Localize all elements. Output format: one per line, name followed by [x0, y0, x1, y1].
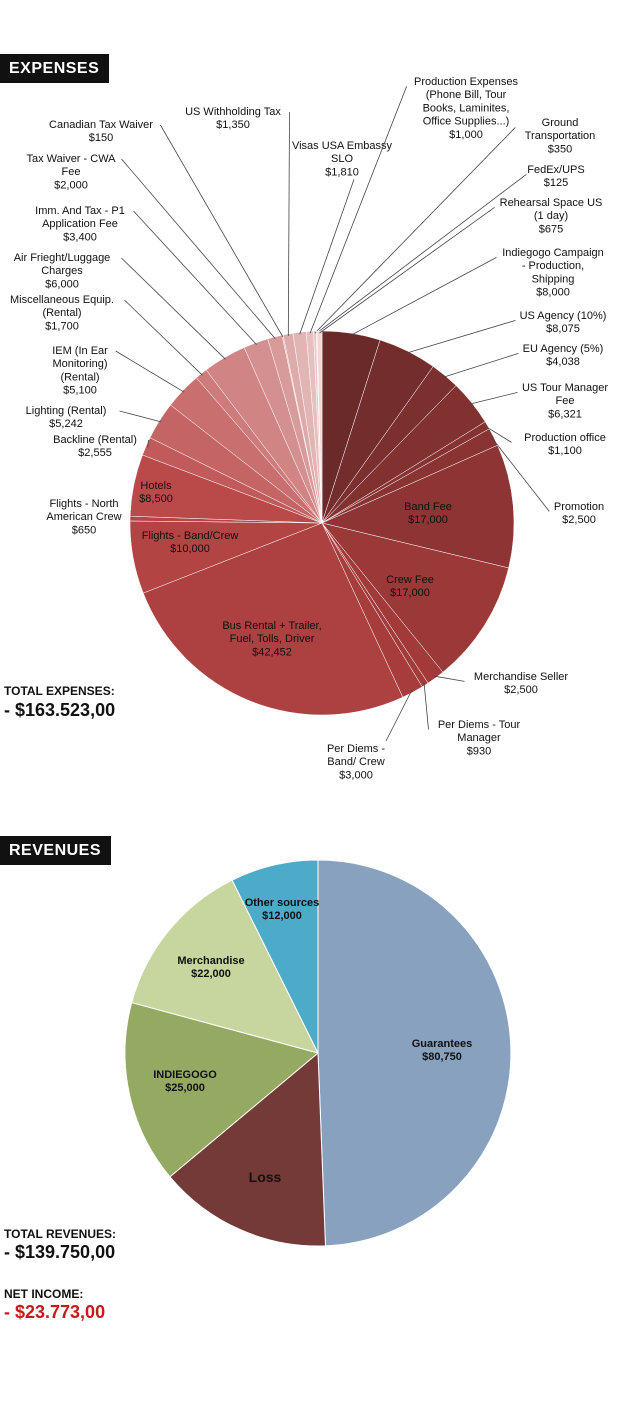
slice-label-guarantees: Guarantees $80,750 [412, 1038, 473, 1063]
slice-label-fedex-ups: FedEx/UPS $125 [527, 164, 584, 189]
slice-label-indiegogo-campaign-production-shipping: Indiegogo Campaign - Production, Shipping $… [502, 247, 604, 299]
leader-line-rehearsal-space-us-1-day [319, 207, 495, 334]
leader-line-production-expenses-phone-bill-tour-books-laminites-office-supplies [309, 86, 407, 334]
slice-label-miscellaneous-equip-rental: Miscellaneous Equip. (Rental) $1,700 [10, 294, 114, 332]
slice-label-imm-and-tax-p1-application-fee: Imm. And Tax - P1 Application Fee $3,400 [35, 205, 125, 243]
slice-indiegogo [124, 1001, 320, 1178]
slice-label-production-office: Production office $1,100 [524, 432, 606, 457]
slice-label-backline-rental: Backline (Rental) $2,555 [53, 434, 137, 459]
expenses-heading: EXPENSES [0, 54, 110, 83]
leader-line-us-agency-10 [406, 320, 516, 354]
slice-label-hotels: Hotels $8,500 [139, 480, 173, 505]
leader-line-indiegogo-campaign-production-shipping [350, 257, 497, 336]
slice-label-eu-agency-5: EU Agency (5%) $4,038 [523, 343, 604, 368]
slice-guarantees [317, 859, 512, 1247]
slice-label-flights-north-american-crew: Flights - North American Crew $650 [46, 498, 121, 536]
slice-band-fee [321, 444, 515, 569]
leader-line-production-office [485, 425, 512, 443]
slice-label-band-fee: Band Fee $17,000 [404, 501, 452, 526]
slice-label-canadian-tax-waiver: Canadian Tax Waiver $150 [49, 119, 153, 144]
slice-label-production-expenses-phone-bill-tour-books-laminites-office-supplies: Production Expenses (Phone Bill, Tour Book… [414, 76, 518, 141]
slice-bus-rental-trailer-fuel-tolls-driver [142, 522, 404, 716]
slice-crew-fee [321, 522, 509, 673]
slice-label-loss: Loss [249, 1169, 282, 1185]
leader-line-backline-rental [147, 439, 149, 448]
slice-label-crew-fee: Crew Fee $17,000 [386, 574, 434, 599]
expenses-pie-chart: Indiegogo Campaign - Production, Shipping $… [10, 76, 608, 781]
slice-label-lighting-rental: Lighting (Rental) $5,242 [26, 405, 107, 430]
slice-label-merchandise-seller: Merchandise Seller $2,500 [474, 671, 568, 696]
slice-label-us-agency-10: US Agency (10%) $8,075 [520, 310, 607, 335]
revenues-pie-chart: Guarantees $80,750 Loss INDIEGOGO $25,000 Mer… [124, 859, 512, 1247]
slice-other-sources [231, 859, 319, 1054]
slice-label-us-tour-manager-fee: US Tour Manager Fee $6,321 [522, 382, 608, 420]
leader-line-fedex-ups [316, 174, 527, 334]
leader-line-us-withholding-tax [287, 111, 290, 337]
leader-line-tax-waiver-cwa-fee [121, 158, 276, 340]
leader-line-eu-agency-5 [443, 353, 519, 378]
slice-label-flights-band-crew: Flights - Band/Crew $10,000 [142, 530, 239, 555]
leader-line-us-tour-manager-fee [470, 392, 518, 405]
leader-line-air-frieght-luggage-charges [121, 257, 226, 360]
total-revenues-label: TOTAL REVENUES: [4, 1227, 117, 1241]
slice-loss [169, 1051, 327, 1247]
net-income-label: NET INCOME: [4, 1287, 84, 1301]
leader-line-per-diems-band-crew [385, 690, 413, 742]
slice-label-promotion: Promotion $2,500 [554, 501, 604, 526]
slice-label-iem-in-ear-monitoring-rental: IEM (In Ear Monitoring) (Rental) $5,100 [52, 345, 108, 397]
leader-line-miscellaneous-equip-rental [124, 299, 203, 376]
slice-label-air-frieght-luggage-charges: Air Frieght/Luggage Charges $6,000 [14, 252, 111, 290]
leader-line-imm-and-tax-p1-application-fee [133, 210, 257, 345]
revenues-heading: REVENUES [0, 836, 112, 865]
leader-line-visas-usa-embassy-slo [299, 179, 355, 335]
slice-label-ground-transportation: Ground Transportation $350 [525, 117, 596, 155]
leader-line-lighting-rental [119, 410, 162, 423]
slice-merchandise [131, 879, 319, 1054]
leader-line-merchandise-seller [434, 675, 465, 682]
slice-label-tax-waiver-cwa-fee: Tax Waiver - CWA Fee $2,000 [26, 153, 116, 191]
slice-label-us-withholding-tax: US Withholding Tax $1,350 [185, 106, 281, 131]
slice-label-bus-rental-trailer-fuel-tolls-driver: Bus Rental + Trailer, Fuel, Tolls, Driver… [222, 620, 321, 658]
total-expenses-value: - $163.523,00 [4, 700, 116, 720]
slice-label-per-diems-band-crew: Per Diems -Band/ Crew $3,000 [327, 743, 385, 781]
total-revenues-value: - $139.750,00 [4, 1242, 116, 1262]
leader-line-canadian-tax-waiver [160, 124, 284, 338]
slice-label-per-diems-tour-manager: Per Diems - Tour Manager $930 [438, 719, 521, 757]
slice-label-merchandise: Merchandise $22,000 [177, 955, 244, 980]
slice-label-other-sources: Other sources $12,000 [245, 897, 320, 922]
leader-line-promotion [491, 437, 550, 512]
leader-line-iem-in-ear-monitoring-rental [115, 350, 185, 393]
net-income-value: - $23.773,00 [4, 1302, 106, 1322]
leader-line-ground-transportation [314, 127, 516, 334]
leader-line-per-diems-tour-manager [423, 683, 429, 730]
slice-label-indiegogo: INDIEGOGO $25,000 [153, 1069, 217, 1094]
total-expenses-label: TOTAL EXPENSES: [4, 684, 115, 698]
slice-label-rehearsal-space-us-1-day: Rehearsal Space US (1 day) $675 [500, 197, 603, 235]
slice-label-visas-usa-embassy-slo: Visas USA Embassy SLO $1,810 [292, 140, 393, 178]
